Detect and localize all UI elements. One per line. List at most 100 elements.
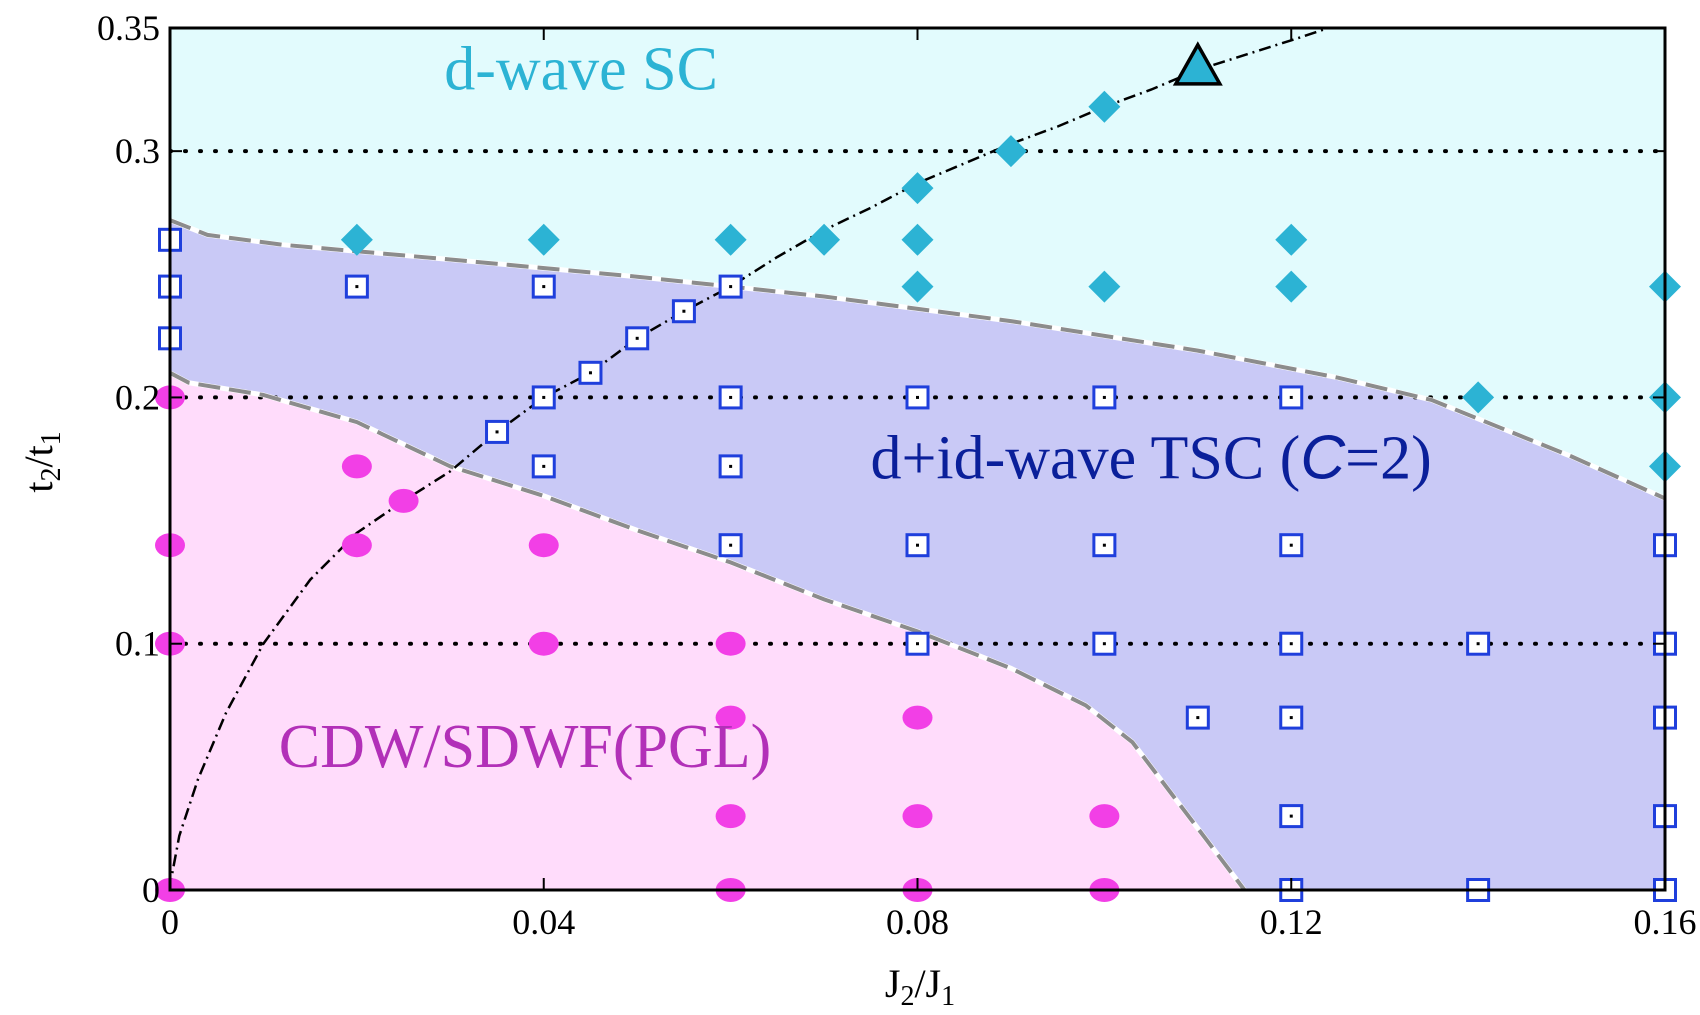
x-tick-label-1: 0.04 [512,902,575,942]
y-tick-label-0: 0 [142,870,160,910]
region-label-tsc-part3: =2) [1345,425,1432,493]
y-axis-label: t2/t1 [16,431,67,492]
x-tick-label-0: 0 [161,902,179,942]
marker-square-9 [531,385,556,410]
marker-circle-16 [1089,804,1120,829]
marker-square-26 [1279,804,1304,829]
x-tick-label-4: 0.16 [1634,902,1697,942]
marker-circle-14 [902,804,933,829]
region-label-cdw: CDW/SDWF(PGL) [279,713,772,781]
marker-circle-9 [715,631,746,656]
marker-diamond-0 [340,223,373,256]
marker-circle-13 [902,705,933,730]
marker-square-5-dot [729,285,733,289]
marker-diamond-8 [1088,90,1121,123]
marker-circle-4 [341,454,372,479]
marker-square-12 [718,385,743,410]
marker-square-15-dot [916,395,919,399]
marker-square-10-dot [495,430,499,434]
marker-square-22 [1279,385,1304,410]
marker-square-20 [1092,631,1117,656]
boundary-upper [170,218,1665,501]
boundary-lower [170,371,1247,890]
region-labels: d-wave SC d+id-wave TSC (C=2) CDW/SDWF(P… [279,36,1432,781]
marker-square-22-dot [1289,395,1293,399]
marker-square-9-dot [542,395,546,399]
marker-square-25 [1279,705,1304,730]
region-label-tsc-part1: d+id-wave TSC ( [870,425,1300,493]
marker-circle-8 [528,631,559,656]
marker-diamond-2 [714,223,747,256]
phase-boundaries [170,217,1665,890]
marker-square-7 [625,326,650,351]
marker-square-6-dot [682,309,686,313]
marker-square-23 [1279,533,1304,558]
marker-square-16 [905,533,930,558]
marker-square-6 [671,299,696,324]
marker-diamond-6 [901,270,934,303]
marker-square-12-dot [729,395,733,399]
marker-diamond-4 [901,223,934,256]
marker-circle-5 [341,533,372,558]
marker-square-25-dot [1289,716,1293,720]
data-markers [155,41,1681,902]
marker-diamond-9 [1088,270,1121,303]
marker-square-24-dot [1289,642,1293,646]
marker-square-3-dot [355,285,359,289]
marker-square-26-dot [1289,814,1293,818]
region-label-dwave-sc: d-wave SC [444,36,718,104]
marker-square-18 [1092,385,1117,410]
marker-diamond-1 [527,223,560,256]
marker-square-4 [531,274,556,299]
region-label-tsc: d+id-wave TSC (C=2) [870,424,1431,493]
marker-square-13 [718,454,743,479]
marker-diamond-7 [994,135,1027,168]
marker-diamond-10 [1275,223,1308,256]
marker-square-16-dot [916,543,919,547]
marker-square-23-dot [1289,543,1293,547]
marker-square-15 [905,385,930,410]
y-tick-label-3: 0.3 [115,131,160,171]
marker-square-8-dot [588,371,592,375]
x-axis-label: J2/J1 [885,961,955,1012]
marker-square-5 [718,274,743,299]
marker-square-17-dot [916,642,919,646]
marker-square-21 [1185,705,1210,730]
marker-square-17 [905,631,930,656]
marker-square-21-dot [1196,716,1200,720]
marker-circle-10 [715,705,746,730]
marker-diamond-11 [1275,270,1308,303]
marker-circle-7 [528,533,559,558]
y-tick-label-2: 0.2 [115,377,160,417]
marker-square-14-dot [729,543,733,547]
marker-diamond-3 [808,223,841,256]
marker-square-19-dot [1102,543,1106,547]
axis-ticks: 0 0.04 0.08 0.12 0.16 0 0.1 0.2 0.3 0.35 [97,8,1697,942]
marker-triangle-0 [1172,41,1223,86]
y-tick-label-4: 0.35 [97,8,160,48]
marker-square-18-dot [1102,395,1106,399]
marker-diamond-12 [1462,381,1495,414]
x-tick-label-3: 0.12 [1260,902,1323,942]
marker-square-14 [718,533,743,558]
x-tick-label-2: 0.08 [886,902,949,942]
marker-square-28 [1466,631,1491,656]
marker-square-10 [485,419,510,444]
marker-square-24 [1279,631,1304,656]
marker-square-4-dot [542,285,546,289]
marker-square-11 [531,454,556,479]
marker-square-19 [1092,533,1117,558]
marker-square-3 [344,274,369,299]
marker-square-20-dot [1102,642,1106,646]
region-label-tsc-chern: C [1300,424,1346,493]
marker-square-8 [578,360,603,385]
marker-square-7-dot [635,336,639,340]
marker-square-28-dot [1476,642,1480,646]
marker-circle-11 [715,804,746,829]
region-cdw [170,372,1245,890]
marker-square-11-dot [542,464,546,468]
y-tick-label-1: 0.1 [115,624,160,664]
marker-square-13-dot [729,464,733,468]
marker-circle-6 [388,488,419,513]
